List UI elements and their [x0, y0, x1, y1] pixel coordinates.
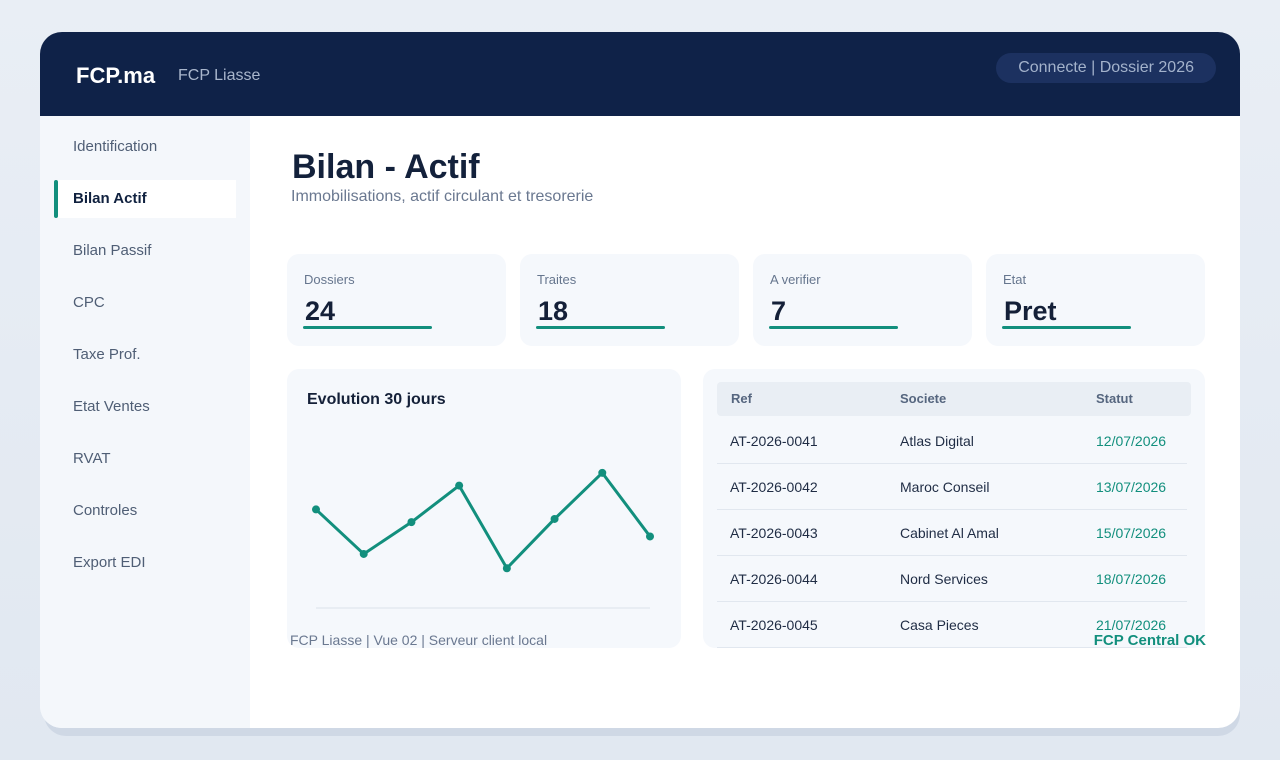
sidebar: Identification Bilan Actif Bilan Passif …	[40, 116, 250, 728]
data-point[interactable]	[502, 564, 511, 573]
sidebar-item-etat-ventes[interactable]: Etat Ventes	[73, 398, 150, 415]
stat-card-a-verifier[interactable]: A verifier 7	[753, 254, 972, 346]
dossier-table: Ref Societe Statut AT-2026-0041 Atlas Di…	[703, 369, 1205, 648]
data-point[interactable]	[312, 505, 320, 514]
cell-ref: AT-2026-0042	[730, 479, 818, 495]
series-line	[314, 471, 652, 570]
stat-underline	[769, 326, 898, 329]
cell-statut: 21/07/2026	[1096, 617, 1167, 633]
sidebar-item-cpc[interactable]: CPC	[73, 294, 105, 311]
cell-ref: AT-2026-0045	[730, 617, 818, 633]
cell-ref: AT-2026-0043	[730, 525, 818, 541]
cell-statut: 18/07/2026	[1096, 571, 1167, 587]
data-point[interactable]	[598, 468, 607, 477]
cell-societe: Maroc Conseil	[900, 479, 990, 495]
stat-label: Traites	[537, 272, 577, 287]
column-header-societe[interactable]: Societe	[900, 391, 947, 406]
line-chart	[312, 468, 654, 609]
main-content: Bilan - Actif Immobilisations, actif cir…	[250, 116, 1240, 728]
column-header-ref[interactable]: Ref	[731, 391, 752, 406]
page-title: Bilan - Actif	[292, 148, 480, 186]
table-row[interactable]: AT-2026-0045 Casa Pieces 21/07/2026	[717, 602, 1187, 648]
chart-panel: Evolution 30 jours	[287, 369, 681, 648]
cell-ref: AT-2026-0041	[730, 433, 818, 449]
stat-card-traites[interactable]: Traites 18	[520, 254, 739, 346]
stat-value: 18	[538, 296, 569, 326]
cell-societe: Cabinet Al Amal	[900, 525, 999, 541]
table-row[interactable]: AT-2026-0044 Nord Services 18/07/2026	[717, 556, 1187, 602]
sidebar-item-taxe-prof[interactable]: Taxe Prof.	[73, 346, 141, 363]
sidebar-item-bilan-passif[interactable]: Bilan Passif	[73, 242, 152, 259]
cell-statut: 13/07/2026	[1096, 479, 1167, 495]
data-point[interactable]	[550, 514, 559, 523]
cell-ref: AT-2026-0044	[730, 571, 818, 587]
stat-card-dossiers[interactable]: Dossiers 24	[287, 254, 506, 346]
footer-info: FCP Liasse | Vue 02 | Serveur client loc…	[290, 632, 548, 648]
cell-statut: 12/07/2026	[1096, 433, 1167, 449]
sidebar-item-controles[interactable]: Controles	[73, 502, 138, 519]
stat-underline	[1002, 326, 1131, 329]
cell-statut: 15/07/2026	[1096, 525, 1167, 541]
stat-card-etat[interactable]: Etat Pret	[986, 254, 1205, 346]
stat-label: Dossiers	[304, 272, 355, 287]
stat-label: Etat	[1003, 272, 1027, 287]
brand-logo[interactable]: FCP.ma	[76, 63, 156, 88]
chart-title: Evolution 30 jours	[307, 391, 446, 408]
data-point[interactable]	[359, 549, 368, 558]
connection-status-badge: Connecte | Dossier 2026	[996, 53, 1216, 83]
stat-underline	[536, 326, 665, 329]
product-name: FCP Liasse	[178, 67, 261, 84]
table-row[interactable]: AT-2026-0041 Atlas Digital 12/07/2026	[717, 418, 1187, 464]
sidebar-item-identification[interactable]: Identification	[73, 138, 158, 155]
table-row[interactable]: AT-2026-0043 Cabinet Al Amal 15/07/2026	[717, 510, 1187, 556]
server-status: FCP Central OK	[1093, 632, 1206, 649]
stat-label: A verifier	[770, 272, 821, 287]
sidebar-item-bilan-actif[interactable]: Bilan Actif	[54, 180, 236, 218]
stat-value: Pret	[1004, 296, 1057, 326]
cell-societe: Nord Services	[900, 571, 988, 587]
app-window: FCP.ma FCP Liasse Connecte | Dossier 202…	[40, 32, 1240, 728]
data-point[interactable]	[455, 481, 464, 490]
stat-value: 7	[771, 296, 787, 326]
data-point[interactable]	[646, 532, 654, 541]
stat-underline	[303, 326, 432, 329]
column-header-statut[interactable]: Statut	[1096, 391, 1133, 406]
top-bar: FCP.ma FCP Liasse Connecte | Dossier 202…	[40, 32, 1240, 116]
sidebar-item-rvat[interactable]: RVAT	[73, 450, 111, 467]
table-header: Ref Societe Statut	[717, 382, 1191, 416]
sidebar-item-export-edi[interactable]: Export EDI	[73, 554, 146, 571]
table-row[interactable]: AT-2026-0042 Maroc Conseil 13/07/2026	[717, 464, 1187, 510]
data-point[interactable]	[407, 518, 416, 527]
stat-value: 24	[305, 296, 336, 326]
cell-societe: Atlas Digital	[900, 433, 974, 449]
cell-societe: Casa Pieces	[900, 617, 979, 633]
page-subtitle: Immobilisations, actif circulant et tres…	[291, 188, 594, 205]
